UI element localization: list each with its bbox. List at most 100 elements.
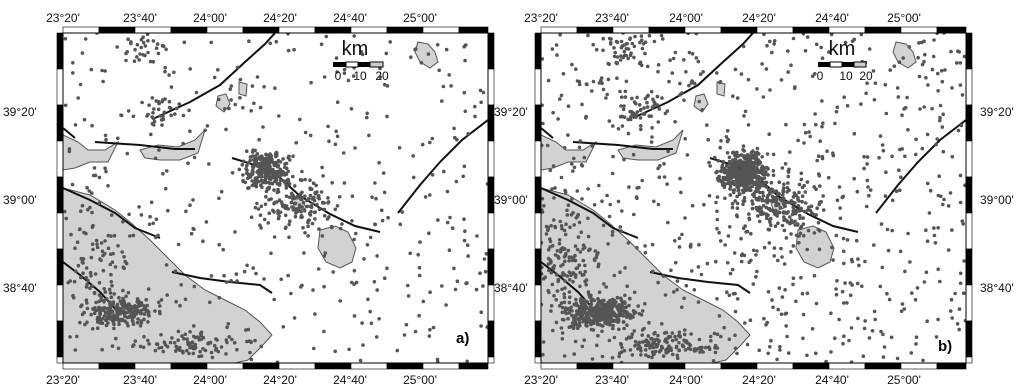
epicenter-dot [622,348,627,353]
epicenter-dot [546,256,551,261]
epicenter-dot [864,204,869,209]
epicenter-dot [613,318,617,323]
epicenter-dot [445,189,450,194]
epicenter-dot [233,230,237,234]
epicenter-dot [352,314,357,318]
epicenter-dot [701,70,705,74]
epicenter-dot [160,43,165,48]
epicenter-dot [678,335,682,339]
epicenter-dot [862,166,866,171]
epicenter-dot [622,115,627,119]
epicenter-dot [541,265,544,269]
epicenter-dot [735,213,739,217]
epicenter-dot [863,259,867,264]
epicenter-dot [159,298,164,302]
epicenter-dot [779,312,784,317]
epicenter-dot [775,357,779,362]
epicenter-dot [790,212,795,217]
frame-segment [206,362,244,370]
epicenter-dot [72,279,77,284]
epicenter-dot [623,89,628,94]
epicenter-dot [361,343,365,347]
epicenter-dot [713,155,717,160]
lon-tick-bottom: 23°40' [123,373,157,387]
epicenter-dot [275,175,279,179]
epicenter-dot [230,337,234,342]
epicenter-dot [282,165,287,170]
epicenter-dot [935,33,939,36]
epicenter-dot [165,344,170,349]
epicenter-dot [584,82,589,86]
epicenter-dot [566,316,570,321]
epicenter-dot [583,263,587,268]
epicenter-dot [833,336,837,341]
epicenter-dot [148,59,153,64]
epicenter-dot [463,58,467,63]
epicenter-dot [960,219,965,223]
epicenter-dot [268,41,273,46]
epicenter-dot [222,273,226,278]
epicenter-dot [127,212,131,217]
epicenter-dot [67,147,72,151]
epicenter-dot [914,342,918,346]
epicenter-dot [599,76,604,80]
frame-segment [534,284,542,322]
epicenter-dot [448,215,452,220]
epicenter-dot [241,178,245,183]
epicenter-dot [286,207,291,211]
epicenter-dot [735,150,739,155]
epicenter-dot [769,188,774,192]
epicenter-dot [755,207,759,211]
epicenter-dot [604,309,609,314]
epicenter-dot [232,340,237,345]
epicenter-dot [656,166,660,171]
epicenter-dot [661,274,666,278]
epicenter-dot [259,175,264,179]
epicenter-dot [849,360,854,363]
epicenter-dot [212,75,217,80]
epicenter-dot [347,347,351,352]
epicenter-dot [762,172,767,176]
epicenter-dot [261,125,265,129]
epicenter-dot [191,334,196,339]
epicenter-dot [267,161,272,165]
epicenter-dot [850,283,854,287]
epicenter-dot [281,204,285,209]
epicenter-dot [413,47,417,52]
epicenter-dot [262,217,267,222]
epicenter-dot [628,117,633,122]
epicenter-dot [165,293,169,297]
lon-tick-bottom: 24°40' [815,373,849,387]
epicenter-dot [962,54,966,59]
epicenter-dot [90,284,94,289]
epicenter-dot [606,77,611,82]
frame-segment [534,248,542,286]
scale-segment [853,61,867,68]
frame-segment [684,362,722,370]
epicenter-dot [662,162,666,166]
epicenter-dot [409,55,413,59]
epicenter-dot [605,193,609,198]
epicenter-dot [589,293,593,298]
epicenter-dot [697,243,701,247]
epicenter-dot [824,359,828,363]
epicenter-dot [742,173,746,177]
epicenter-dot [784,236,789,240]
frame-segment [56,140,64,178]
epicenter-dot [462,90,467,95]
epicenter-dot [791,276,796,281]
epicenter-dot [656,333,660,338]
epicenter-dot [550,47,555,51]
epicenter-dot [726,234,731,238]
epicenter-dot [281,325,286,329]
epicenter-dot [478,271,482,276]
epicenter-dot [601,48,605,53]
epicenter-dot [768,88,772,92]
fault-central-west [94,141,195,150]
epicenter-dot [247,186,251,190]
epicenter-dot [674,337,678,342]
frame-inner-border [540,32,967,364]
epicenter-dot [749,167,754,171]
epicenter-dot [71,61,75,65]
epicenter-dot [681,344,686,349]
